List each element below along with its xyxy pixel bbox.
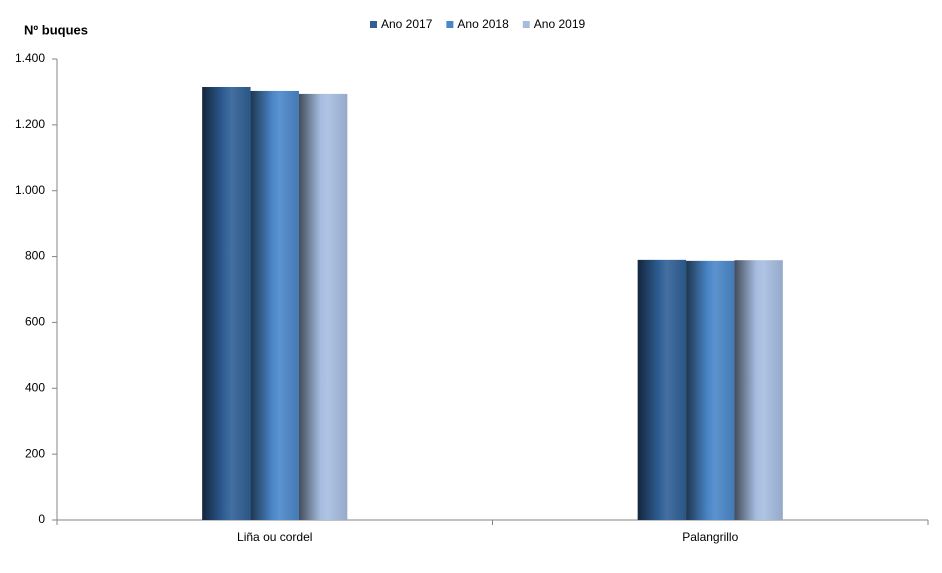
bar: [637, 259, 687, 520]
legend-label: Ano 2019: [534, 17, 586, 31]
y-tick-label: 1.200: [15, 117, 45, 131]
x-tick-label: Palangrillo: [682, 530, 738, 544]
y-axis-title: Nº buques: [24, 22, 88, 37]
legend-label: Ano 2018: [457, 17, 509, 31]
y-tick-label: 0: [38, 512, 45, 526]
legend-swatch: [446, 21, 454, 28]
y-tick-label: 600: [25, 315, 45, 329]
legend-swatch: [522, 21, 530, 28]
bar: [298, 93, 348, 520]
legend-swatch: [370, 21, 377, 28]
y-tick-label: 1.400: [15, 51, 45, 65]
legend-label: Ano 2017: [381, 17, 433, 31]
bar: [202, 86, 251, 520]
bar: [686, 260, 735, 520]
x-tick-label: Liña ou cordel: [237, 530, 312, 544]
bar: [250, 90, 299, 521]
y-tick-label: 1.000: [15, 183, 45, 197]
y-tick-label: 200: [25, 446, 45, 460]
y-tick-label: 800: [25, 249, 45, 263]
y-tick-label: 400: [25, 380, 45, 394]
bar: [734, 260, 783, 520]
